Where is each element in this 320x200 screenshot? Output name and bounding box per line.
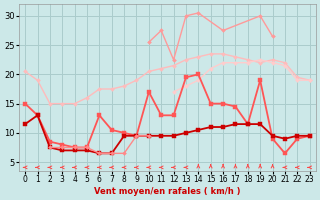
X-axis label: Vent moyen/en rafales ( km/h ): Vent moyen/en rafales ( km/h ) (94, 187, 241, 196)
